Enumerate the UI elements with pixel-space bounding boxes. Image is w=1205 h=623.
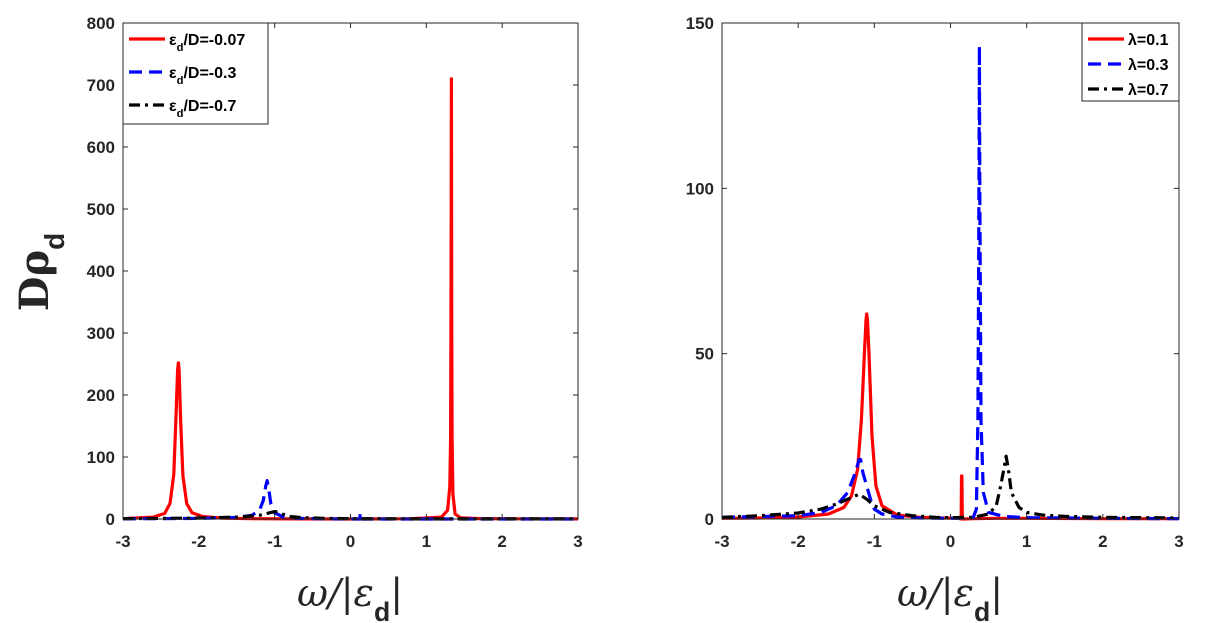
left-y-tick-label: 700: [87, 76, 115, 95]
left-y-tick-label: 100: [87, 448, 115, 467]
left-x-tick-label: -2: [191, 532, 206, 551]
right-y-tick-label: 50: [695, 345, 714, 364]
left-legend-label: εd/D=-0.3: [169, 65, 236, 87]
right-y-tick-label: 0: [705, 510, 714, 529]
left-series-line-2: [122, 510, 578, 521]
left-axes: [122, 22, 579, 520]
right-legend: λ=0.1 λ=0.3 λ=0.7: [1081, 22, 1180, 102]
left-y-tick-label: 200: [87, 386, 115, 405]
svg-text:ω/|εd|: ω/|εd|: [297, 571, 403, 623]
left-legend-label: εd/D=-0.7: [169, 98, 236, 120]
svg-text:ω/|εd|: ω/|εd|: [897, 571, 1003, 623]
left-y-tick-label: 800: [87, 14, 115, 33]
right-x-axis-title: ω/|εd|: [897, 571, 1003, 623]
left-tick-labels: -3 -2 -1 0 1 2 3 0 100 200 300 400 500 600 700 800: [87, 14, 583, 551]
right-legend-label: λ=0.3: [1128, 57, 1169, 74]
right-y-tick-label: 100: [686, 179, 714, 198]
left-x-tick-label: -1: [267, 532, 282, 551]
left-x-tick-label: 3: [573, 532, 582, 551]
right-legend-label: λ=0.1: [1128, 32, 1169, 49]
left-x-tick-label: 2: [497, 532, 506, 551]
left-y-tick-label: 600: [87, 138, 115, 157]
left-y-tick-label: 300: [87, 324, 115, 343]
right-x-tick-label: 3: [1174, 532, 1183, 551]
right-series-line-2: [721, 454, 1180, 520]
right-tick-labels: -3 -2 -1 0 1 2 3 0 50 100 150: [686, 14, 1184, 551]
svg-text:Dρd: Dρd: [11, 233, 70, 311]
left-y-tick-label: 0: [106, 510, 115, 529]
right-legend-label: λ=0.7: [1128, 82, 1169, 99]
right-x-tick-label: -3: [714, 532, 729, 551]
right-x-tick-label: -1: [867, 532, 882, 551]
left-x-tick-label: 0: [346, 532, 355, 551]
left-y-tick-label: 400: [87, 262, 115, 281]
left-legend: εd/D=-0.07 εd/D=-0.3 εd/D=-0.7: [122, 22, 269, 125]
right-x-tick-label: 2: [1098, 532, 1107, 551]
right-x-tick-label: -2: [791, 532, 806, 551]
left-y-tick-label: 500: [87, 200, 115, 219]
left-x-tick-label: -3: [115, 532, 130, 551]
right-x-tick-label: 0: [946, 532, 955, 551]
left-legend-label: εd/D=-0.07: [169, 32, 245, 54]
right-x-tick-label: 1: [1022, 532, 1031, 551]
left-x-axis-title: ω/|εd|: [297, 571, 403, 623]
left-x-tick-label: 1: [422, 532, 431, 551]
right-axes: [721, 22, 1180, 520]
left-y-axis-title: Dρd: [11, 233, 70, 311]
right-y-tick-label: 150: [686, 14, 714, 33]
